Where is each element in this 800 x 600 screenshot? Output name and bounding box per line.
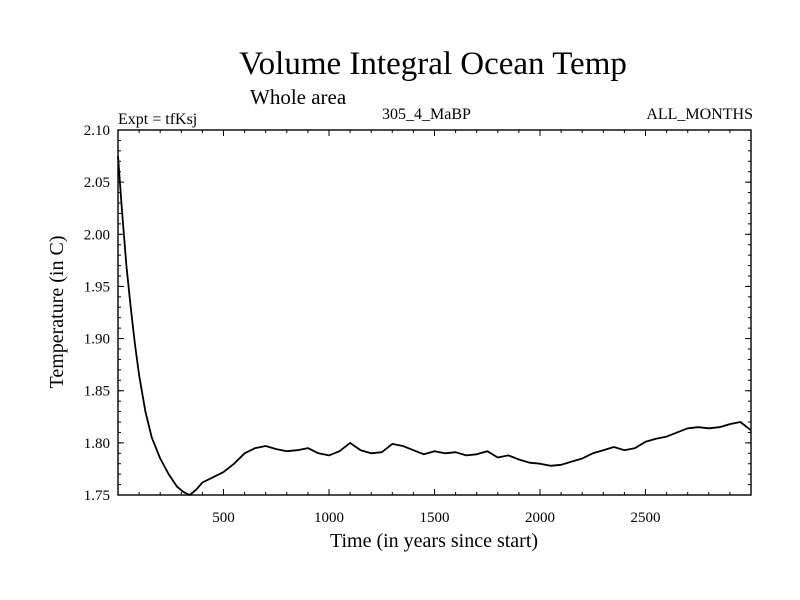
x-tick-label: 500 — [212, 510, 235, 526]
y-tick-label: 1.90 — [84, 332, 110, 348]
y-tick-label: 1.80 — [84, 436, 110, 452]
y-tick-label: 1.85 — [84, 384, 110, 400]
y-tick-labels: 1.75 1.80 1.85 1.90 1.95 2.00 2.05 2.10 — [84, 123, 110, 504]
x-tick-label: 1000 — [314, 510, 344, 526]
x-axis-label: Time (in years since start) — [330, 530, 538, 552]
axis-ticks — [118, 129, 751, 496]
plot-frame — [117, 129, 752, 496]
months-label: ALL_MONTHS — [646, 106, 753, 123]
y-tick-label: 1.95 — [84, 279, 110, 295]
y-tick-label: 2.00 — [84, 227, 110, 243]
chart-title: Volume Integral Ocean Temp — [239, 46, 627, 82]
y-tick-label: 2.10 — [84, 123, 110, 139]
chart-subtitle: Whole area — [250, 85, 347, 109]
y-tick-label: 1.75 — [84, 488, 110, 504]
y-axis-label: Temperature (in C) — [46, 236, 68, 389]
expt-label: Expt = tfKsj — [118, 111, 197, 128]
x-tick-labels: 500 1000 1500 2000 2500 — [212, 510, 660, 526]
period-label: 305_4_MaBP — [382, 106, 471, 123]
y-tick-label: 2.05 — [84, 175, 110, 191]
x-tick-label: 2500 — [631, 510, 661, 526]
series-line — [117, 156, 752, 496]
x-tick-label: 1500 — [420, 510, 450, 526]
x-tick-label: 2000 — [525, 510, 555, 526]
